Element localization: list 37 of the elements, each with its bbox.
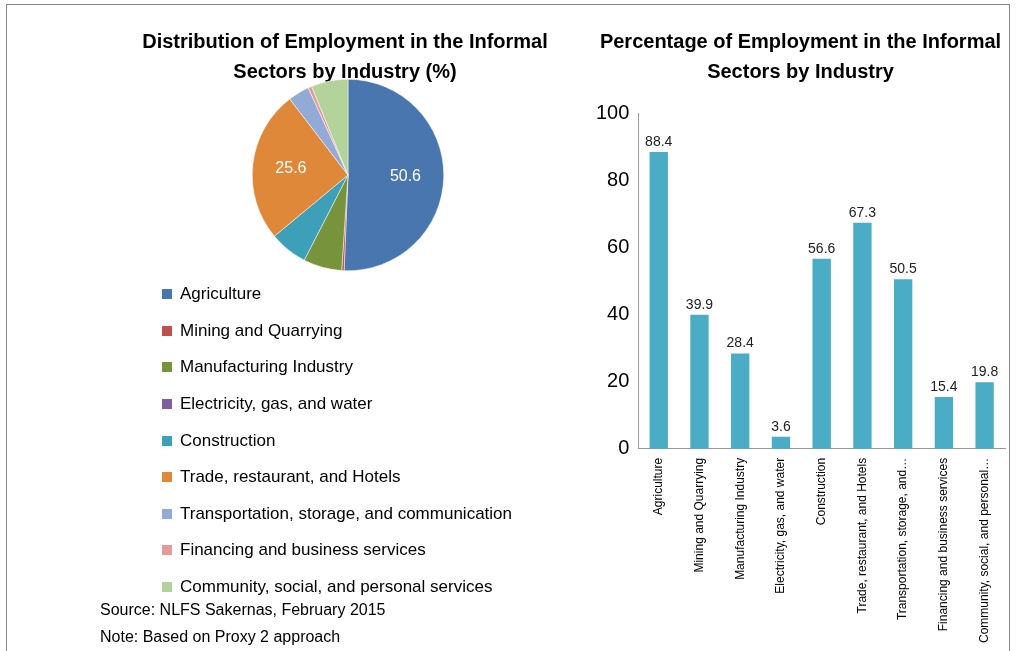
x-tick-label: Financing and business services [936, 457, 951, 632]
legend-label: Transportation, storage, and communication [180, 503, 512, 524]
data-label: 15.4 [930, 377, 958, 394]
data-label: 19.8 [971, 363, 999, 380]
legend-label: Agriculture [180, 284, 262, 305]
data-label: 88.4 [645, 132, 673, 149]
y-tick-label: 20 [607, 369, 630, 392]
text: Note: Based on Proxy 2 approach [100, 627, 342, 647]
x-tick-label: Trade, restaurant, and Hotels [854, 457, 869, 614]
y-tick-label: 80 [607, 167, 630, 190]
source-note: Source: NLFS Sakernas, February 2015 [100, 600, 386, 620]
x-tick-label: Agriculture [651, 457, 666, 516]
x-tick-label: Transportation, storage, and… [895, 457, 910, 621]
legend-label: Construction [180, 430, 276, 451]
y-tick-label: 100 [595, 100, 630, 123]
data-label: 39.9 [685, 295, 714, 312]
data-label: 50.6 [389, 166, 422, 184]
y-tick-label: 0 [618, 436, 630, 459]
chart-title: Distribution of Employment in the Informal Sectors by Industry (%) [141, 29, 549, 84]
data-label: 56.6 [808, 239, 836, 256]
data-label: 67.3 [848, 203, 877, 220]
legend-label: Manufacturing Industry [180, 357, 353, 378]
y-tick-label: 40 [607, 302, 630, 324]
legend-label: Mining and Quarrying [180, 320, 343, 341]
x-tick-label: Electricity, gas, and water [773, 457, 788, 594]
legend-label: Electricity, gas, and water [180, 394, 373, 415]
data-label: 50.5 [889, 260, 917, 277]
x-tick-label: Mining and Quarrying [691, 457, 706, 573]
legend-label: Community, social, and personal services [180, 577, 493, 598]
x-tick-label: Community, social, and personal… [976, 457, 991, 644]
x-tick-label: Construction [814, 457, 828, 526]
chart-title: Percentage of Employment in the Informal Sectors by Industry [598, 29, 1003, 84]
data-label: 25.6 [275, 159, 307, 177]
data-label: 3.6 [771, 417, 791, 434]
data-label: 28.4 [726, 334, 755, 351]
y-tick-label: 60 [607, 234, 630, 257]
x-tick-label: Manufacturing Industry [732, 457, 747, 580]
